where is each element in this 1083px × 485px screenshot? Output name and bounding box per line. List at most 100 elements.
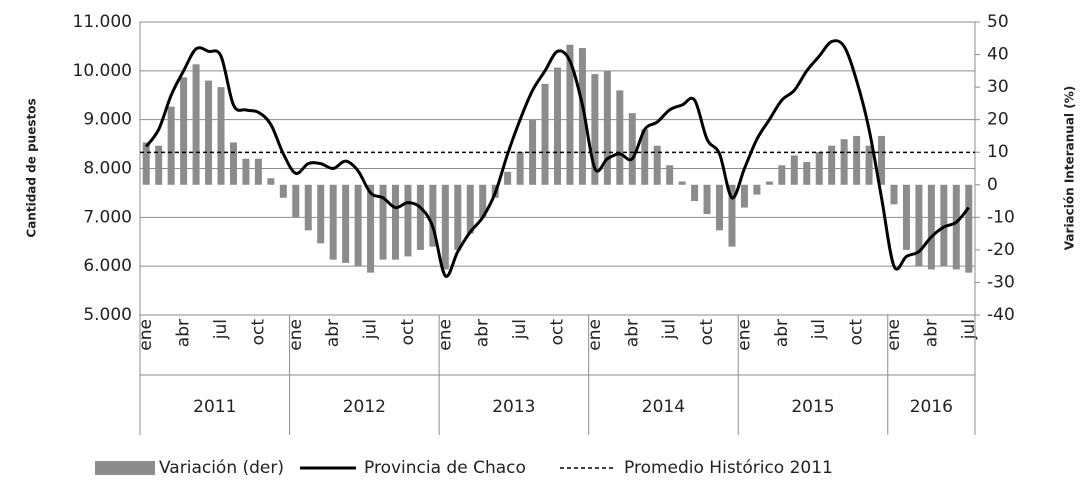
bar bbox=[142, 142, 150, 185]
bar bbox=[180, 77, 188, 185]
bar bbox=[242, 158, 250, 185]
bar bbox=[803, 161, 811, 185]
legend-label: Provincia de Chaco bbox=[364, 458, 526, 478]
x-tick-label: oct bbox=[248, 319, 268, 346]
group-label: 2015 bbox=[791, 397, 834, 417]
bar bbox=[566, 44, 574, 185]
bar bbox=[279, 184, 287, 198]
bar bbox=[554, 67, 561, 185]
y2-tick-label: 30 bbox=[987, 77, 1009, 97]
bar bbox=[840, 139, 848, 185]
x-tick-label: abr bbox=[622, 319, 642, 347]
bar bbox=[728, 184, 736, 247]
bar bbox=[466, 184, 474, 234]
bar bbox=[628, 113, 636, 185]
bar bbox=[267, 178, 275, 185]
group-label: 2011 bbox=[193, 397, 236, 417]
bar bbox=[367, 184, 375, 273]
bar bbox=[853, 135, 861, 185]
group-label: 2012 bbox=[343, 397, 386, 417]
x-tick-label: ene bbox=[734, 319, 754, 351]
x-tick-label: abr bbox=[921, 319, 941, 347]
x-tick-label: abr bbox=[473, 319, 493, 347]
legend-label: Promedio Histórico 2011 bbox=[624, 458, 833, 478]
y-tick-label: 6.000 bbox=[83, 256, 132, 276]
y2-tick-label: 50 bbox=[987, 12, 1009, 32]
bar bbox=[391, 184, 399, 260]
bar bbox=[329, 184, 337, 260]
bar bbox=[205, 80, 213, 185]
bar bbox=[790, 155, 798, 185]
x-tick-label: ene bbox=[435, 319, 455, 351]
x-tick-label: jul bbox=[361, 319, 381, 340]
bar bbox=[578, 48, 586, 185]
bar bbox=[641, 129, 649, 185]
y-tick-label: 9.000 bbox=[83, 110, 132, 130]
bar bbox=[229, 142, 237, 185]
x-tick-label: ene bbox=[884, 319, 904, 351]
bar bbox=[304, 184, 312, 231]
bar bbox=[865, 145, 873, 185]
x-tick-label: jul bbox=[660, 319, 680, 340]
bar bbox=[155, 145, 163, 185]
line bbox=[145, 39, 970, 278]
x-tick-label: ene bbox=[286, 319, 306, 351]
bar bbox=[778, 165, 786, 185]
y2-tick-label: -30 bbox=[987, 272, 1015, 292]
bar bbox=[890, 184, 898, 205]
y2-tick-label: -20 bbox=[987, 240, 1015, 260]
bar bbox=[878, 135, 886, 185]
bar bbox=[678, 181, 686, 185]
y2-tick-label: 20 bbox=[987, 110, 1009, 130]
bar bbox=[653, 145, 661, 185]
bar bbox=[317, 184, 325, 244]
y2-axis-title: Variación Interanual (%) bbox=[1063, 86, 1077, 250]
bar bbox=[691, 184, 699, 202]
y-tick-label: 10.000 bbox=[73, 61, 132, 81]
y-tick-label: 11.000 bbox=[73, 12, 132, 32]
bar bbox=[429, 184, 437, 247]
y-tick-label: 7.000 bbox=[83, 207, 132, 227]
bar bbox=[292, 184, 300, 218]
bar bbox=[965, 184, 973, 273]
bar bbox=[416, 184, 424, 250]
group-label: 2016 bbox=[910, 397, 953, 417]
bar bbox=[765, 181, 773, 185]
bar bbox=[504, 171, 512, 185]
bar bbox=[217, 87, 225, 185]
bar bbox=[703, 184, 711, 215]
bar bbox=[828, 145, 836, 185]
bar bbox=[342, 184, 350, 263]
bar bbox=[740, 184, 748, 208]
bar bbox=[192, 64, 200, 185]
y-tick-label: 5.000 bbox=[83, 305, 132, 325]
bar bbox=[254, 158, 262, 185]
y-axis-title: Cantidad de puestos bbox=[25, 98, 39, 237]
bar bbox=[902, 184, 910, 250]
x-tick-label: oct bbox=[847, 319, 867, 346]
y2-tick-label: 10 bbox=[987, 142, 1009, 162]
y2-tick-label: 0 bbox=[987, 175, 998, 195]
bar bbox=[716, 184, 724, 231]
bar bbox=[516, 152, 524, 185]
bar bbox=[441, 184, 449, 270]
x-tick-label: jul bbox=[959, 319, 979, 340]
bar bbox=[915, 184, 923, 267]
group-label: 2014 bbox=[642, 397, 685, 417]
bar bbox=[379, 184, 387, 260]
x-tick-label: abr bbox=[174, 319, 194, 347]
x-tick-label: oct bbox=[548, 319, 568, 346]
y2-tick-label: -40 bbox=[987, 305, 1015, 325]
bar bbox=[541, 83, 549, 185]
bar bbox=[616, 90, 624, 185]
x-tick-label: oct bbox=[398, 319, 418, 346]
bar bbox=[815, 152, 823, 185]
x-tick-label: abr bbox=[772, 319, 792, 347]
legend-swatch bbox=[95, 461, 155, 475]
x-tick-label: jul bbox=[211, 319, 231, 340]
bar bbox=[927, 184, 935, 270]
y2-tick-label: -10 bbox=[987, 207, 1015, 227]
bar bbox=[404, 184, 412, 257]
bar bbox=[603, 70, 611, 185]
